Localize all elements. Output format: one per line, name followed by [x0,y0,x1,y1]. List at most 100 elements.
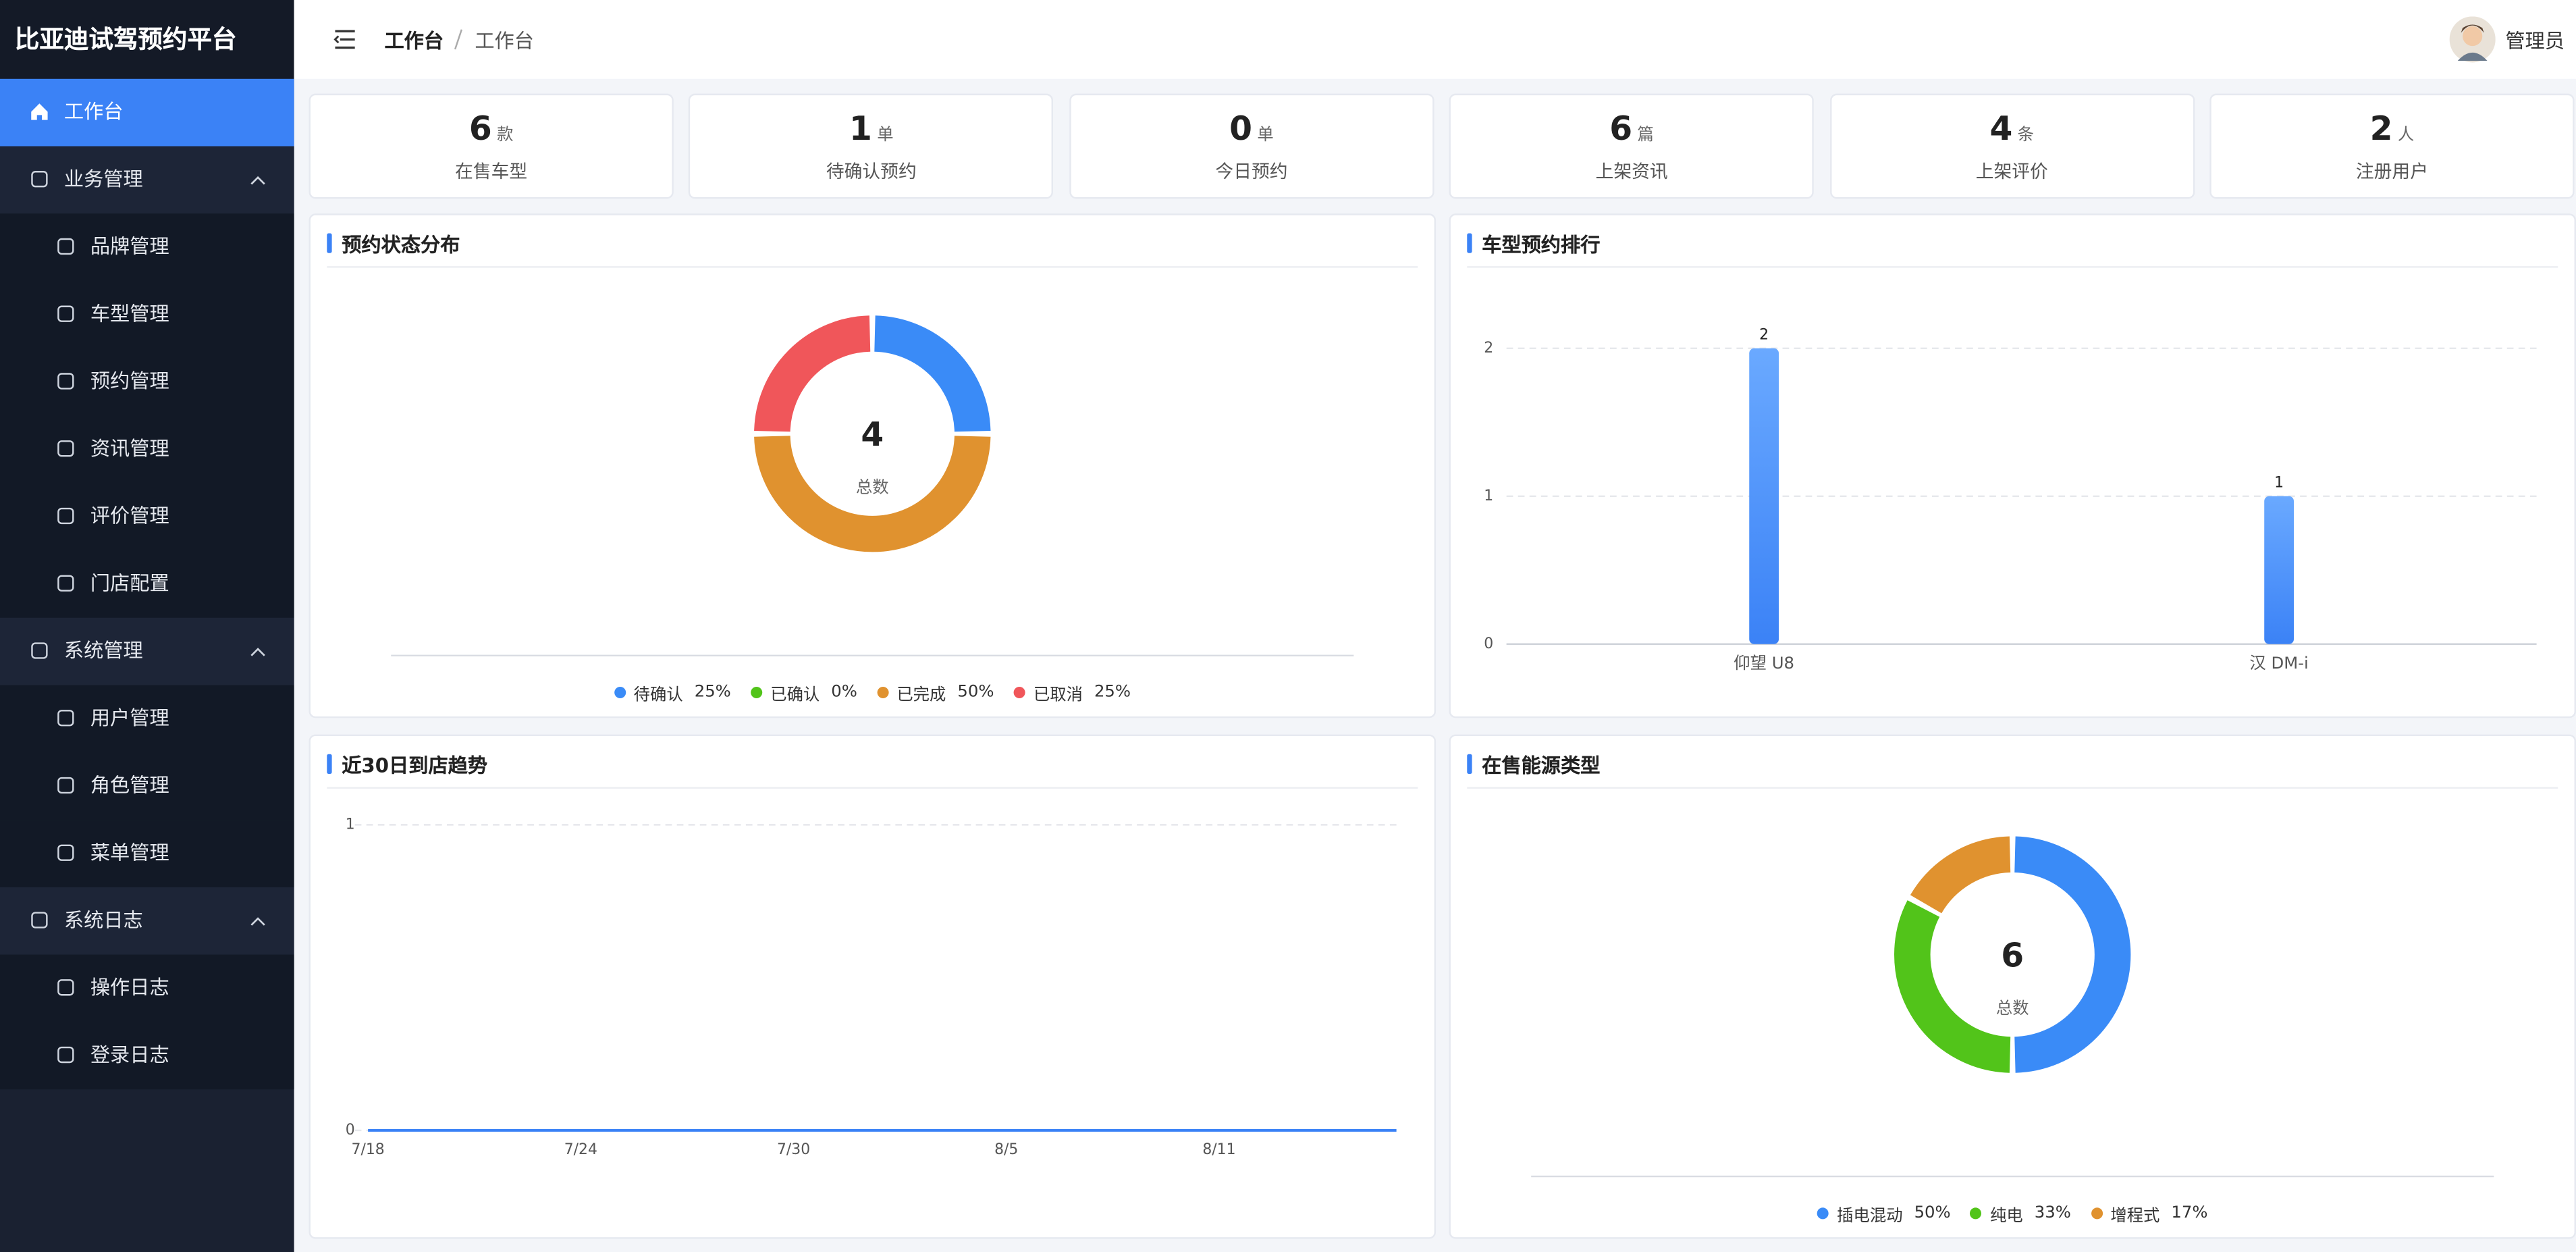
chart-title: 在售能源类型 [1482,754,1601,777]
submenu-item[interactable]: 车型管理 [0,281,294,348]
x-tick-label: 7/18 [352,1141,385,1158]
submenu-item[interactable]: 登录日志 [0,1022,294,1090]
stat-unit: 篇 [1637,126,1654,145]
submenu-item[interactable]: 资讯管理 [0,415,294,484]
chart: 6 总数 [1531,836,2494,1178]
breadcrumb-item[interactable]: 工作台 [384,29,444,53]
y-tick-label: 2 [1484,340,1493,357]
submenu-item[interactable]: 操作日志 [0,954,294,1022]
submenu-item[interactable]: 预约管理 [0,348,294,416]
legend-name: 增程式 [2110,1207,2160,1226]
bar [1749,348,1779,644]
submenu-item[interactable]: 用户管理 [0,685,294,753]
icon-shape [57,777,74,794]
icon-shape [57,844,74,861]
chart-panel: 车型预约排行 0 1 2 2 仰望 U8 1 汉 DM-i [1449,213,2576,719]
submenu-item[interactable]: 品牌管理 [0,213,294,282]
menu-toggle[interactable] [333,30,356,49]
title-accent [1467,754,1472,774]
legend-item[interactable]: 插电混动 50% [1817,1201,1951,1226]
menu-icon [57,710,74,727]
title-divider [1467,787,2558,789]
menu-icon [57,373,74,390]
chevron-shape [250,176,265,185]
bar-value-label: 1 [2274,474,2284,491]
menu-item[interactable]: 系统管理 [0,617,294,685]
menu-icon [31,642,48,659]
legend-dot [877,687,889,699]
pie-total: 4 [861,416,884,454]
submenu-label: 角色管理 [90,773,169,798]
submenu-label: 登录日志 [90,1043,169,1067]
chevron [250,648,265,656]
chart-panel: 预约状态分布 4 总数 待确认 25% 已确认 0% 已完成 50% 已取消 25% [308,213,1437,719]
stat-card: 2 人注册用户 [2209,93,2575,199]
avatar[interactable] [2449,16,2496,63]
legend-item[interactable]: 已确认 0% [751,680,857,705]
stat-number: 6 [1609,108,1633,148]
y-tick-label: 1 [346,816,355,833]
x-tick-label: 8/5 [994,1141,1018,1158]
legend-item[interactable]: 增程式 17% [2091,1201,2207,1226]
pie-segment [1910,836,2011,914]
icon-shape [57,238,74,255]
submenu-item[interactable]: 角色管理 [0,752,294,820]
menu-item[interactable]: 系统日志 [0,887,294,955]
icon-shape [31,912,48,929]
legend-value: 17% [2171,1204,2208,1223]
submenu-label: 车型管理 [90,302,169,325]
stat-number: 2 [2369,108,2393,148]
brand-title: 比亚迪试驾预约平台 [0,0,294,79]
legend-item[interactable]: 纯电 33% [1970,1201,2071,1226]
title-accent [1467,233,1472,253]
icon-shape [57,710,74,727]
legend-item[interactable]: 已完成 50% [877,680,994,705]
menu-label: 系统日志 [63,908,143,932]
legend-dot [1970,1207,1982,1220]
menu-item[interactable]: 工作台 [0,78,294,147]
user-name[interactable]: 管理员 [2505,29,2565,53]
icon-shape [57,440,74,457]
icon-shape [31,103,48,120]
menu-icon [57,305,74,322]
legend-item[interactable]: 待确认 25% [614,680,731,705]
submenu-label: 操作日志 [90,976,169,999]
chart-title: 车型预约排行 [1482,233,1601,257]
menu-icon [57,238,74,255]
chart-panel: 近30日到店趋势 0 1 7/18 7/24 7/30 8/5 8/11 [308,734,1437,1239]
stat-card: 0 单今日预约 [1069,93,1434,199]
icon-shape [31,642,48,659]
stat-unit: 单 [1257,126,1274,145]
menu-icon [31,912,48,929]
icon-shape [57,575,74,592]
menu-item[interactable]: 业务管理 [0,146,294,214]
submenu-item[interactable]: 门店配置 [0,550,294,618]
chart: 0 1 2 2 仰望 U8 1 汉 DM-i [1484,326,2537,673]
stat-card: 4 条上架评价 [1829,93,2195,199]
icon-shape [57,979,74,996]
chart-panel: 在售能源类型 6 总数插电混动 50% 纯电 33% 增程式 17% [1449,734,2576,1239]
menu-icon [57,1046,74,1064]
legend-value: 25% [1094,683,1131,702]
chevron [250,917,265,926]
stat-unit: 单 [877,126,894,145]
legend-value: 33% [2034,1204,2071,1223]
legend-value: 0% [831,683,857,702]
chart: 0 1 7/18 7/24 7/30 8/5 8/11 [346,816,1397,1158]
stat-label: 注册用户 [2355,161,2428,183]
submenu-label: 预约管理 [90,369,169,393]
legend: 待确认 25% 已确认 0% 已完成 50% 已取消 25% [311,680,1434,705]
submenu-item[interactable]: 菜单管理 [0,820,294,887]
submenu-item[interactable]: 评价管理 [0,483,294,551]
stat-label: 待确认预约 [826,161,917,183]
x-tick-label: 8/11 [1202,1141,1235,1158]
legend-dot [1817,1207,1829,1220]
legend-dot [2091,1207,2103,1220]
legend-name: 已取消 [1033,687,1083,705]
legend-item[interactable]: 已取消 25% [1013,680,1131,705]
menu-icon [57,777,74,794]
stat-number: 6 [468,108,492,148]
